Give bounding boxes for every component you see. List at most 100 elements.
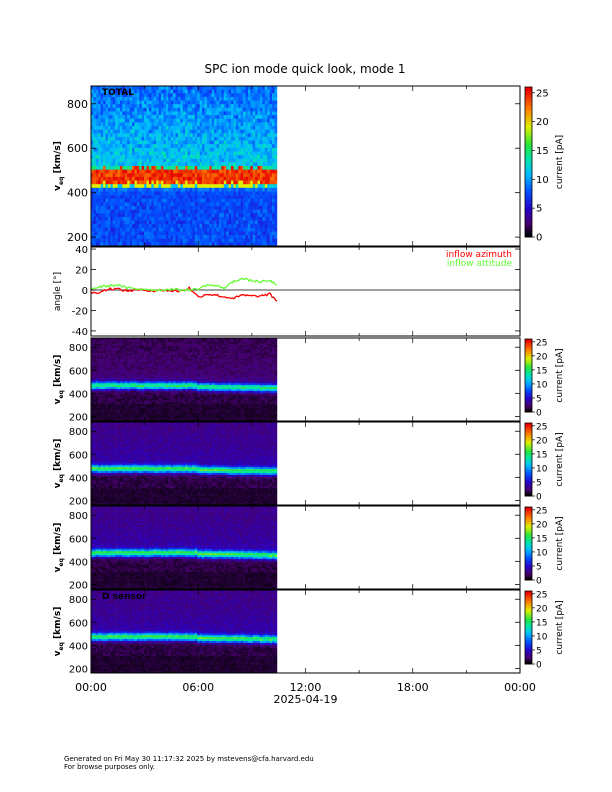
xtick-label: 00:00 <box>504 681 536 694</box>
panel-4-ytick-label: 800 <box>69 511 88 522</box>
colorbar-tick-label: 15 <box>536 618 547 628</box>
footer-browse-note: For browse purposes only. <box>64 763 155 771</box>
panel-0: 200 400 600 800 TOTAL veq [km/s] 0 5 10 15 20 25 cur… <box>53 85 565 247</box>
panel-0-name: TOTAL <box>102 88 134 98</box>
footer-generated: Generated on Fri May 30 11:17:32 2025 by… <box>64 755 314 763</box>
colorbar-tick-label: 15 <box>536 534 547 544</box>
colorbar-tick-label: 5 <box>536 394 542 404</box>
panel-1-ytick-label: 20 <box>75 266 88 277</box>
colorbar-tick-label: 25 <box>536 506 547 516</box>
colorbar-tick-label: 10 <box>536 464 548 474</box>
panel-2-colorbar: 0 5 10 15 20 25 current [pA] <box>524 338 565 419</box>
panel-1-frame <box>90 246 521 337</box>
panel-1-ylabel: angle [°] <box>53 272 63 311</box>
panel-0-ytick-label: 400 <box>67 187 88 200</box>
colorbar-tick-label: 20 <box>536 117 549 128</box>
panel-5-ytick-label: 200 <box>69 664 88 675</box>
panel-1-ytick-label: -20 <box>72 306 88 317</box>
colorbar-tick-label: 15 <box>536 146 549 157</box>
colorbar-tick-label: 10 <box>536 632 548 642</box>
colorbar-tick-label: 0 <box>536 661 542 671</box>
panel-0-heatmap <box>91 86 278 247</box>
panel-0-ylabel: veq [km/s] <box>53 141 65 191</box>
panel-3-ylabel: veq [km/s] <box>53 439 65 489</box>
panel-4-ytick-label: 600 <box>69 534 88 545</box>
colorbar-tick-label: 0 <box>536 409 542 419</box>
series-line-inflow-azimuth <box>90 286 278 302</box>
panel-4-ylabel: veq [km/s] <box>53 523 65 573</box>
panel-4-frame <box>90 505 521 590</box>
panel-3-ytick-label: 800 <box>69 427 88 438</box>
panel-1-ytick-label: 0 <box>82 286 88 297</box>
panel-2-ytick-label: 800 <box>69 343 88 354</box>
colorbar-tick-label: 10 <box>536 380 548 390</box>
panel-1-ytick-label: -40 <box>72 327 88 338</box>
colorbar-tick-label: 20 <box>536 436 548 446</box>
panel-4: 200 400 600 800 veq [km/s] 0 5 10 15 20 25 current … <box>53 505 565 591</box>
panel-2-ytick-label: 200 <box>69 412 88 423</box>
colorbar-tick-label: 5 <box>536 204 542 215</box>
figure-title: SPC ion mode quick look, mode 1 <box>205 62 406 76</box>
legend-entry: inflow attitude <box>447 259 513 269</box>
panel-2: 200 400 600 800 veq [km/s] 0 5 10 15 20 25 current … <box>53 337 565 423</box>
panel-0-colorbar: 0 5 10 15 20 25 current [pA] <box>524 86 565 244</box>
panel-3-ytick-label: 200 <box>69 496 88 507</box>
colorbar-tick-label: 15 <box>536 366 547 376</box>
colorbar-tick-label: 20 <box>536 520 548 530</box>
panel-3-ytick-label: 400 <box>69 473 88 484</box>
panel-2-ytick-label: 400 <box>69 389 88 400</box>
colorbar-label: current [pA] <box>555 348 565 402</box>
colorbar-tick-label: 20 <box>536 604 548 614</box>
panel-5-ylabel: veq [km/s] <box>53 607 65 657</box>
panel-2-heatmap <box>91 338 278 422</box>
xtick-label: 00:00 <box>75 681 107 694</box>
panel-1-ytick-label: 40 <box>75 245 88 256</box>
panel-0-ytick-label: 200 <box>67 231 88 244</box>
panel-5-name: D sensor <box>102 592 147 602</box>
panel-4-colorbar: 0 5 10 15 20 25 current [pA] <box>524 506 565 587</box>
panel-3-frame <box>90 421 521 506</box>
colorbar-tick-label: 25 <box>536 590 547 600</box>
colorbar-tick-label: 25 <box>536 338 547 348</box>
panel-5-frame <box>90 589 521 674</box>
panel-5: 200 400 600 800 D sensor veq [km/s] 0 5 10 15 20 25… <box>53 589 565 675</box>
colorbar-tick-label: 0 <box>536 233 542 244</box>
colorbar-tick-label: 10 <box>536 175 549 186</box>
colorbar-tick-label: 5 <box>536 478 542 488</box>
colorbar-tick-label: 5 <box>536 562 542 572</box>
panel-5-heatmap <box>91 590 278 674</box>
colorbar-label: current [pA] <box>555 516 565 570</box>
panel-3-colorbar: 0 5 10 15 20 25 current [pA] <box>524 422 565 503</box>
legend-entry: inflow azimuth <box>446 250 512 260</box>
colorbar-tick-label: 25 <box>536 88 549 99</box>
colorbar-tick-label: 20 <box>536 352 548 362</box>
panel-2-ylabel: veq [km/s] <box>53 355 65 405</box>
panel-4-ytick-label: 400 <box>69 557 88 568</box>
panel-5-ytick-label: 400 <box>69 641 88 652</box>
colorbar-tick-label: 5 <box>536 646 542 656</box>
colorbar-tick-label: 10 <box>536 548 548 558</box>
colorbar-tick-label: 25 <box>536 422 547 432</box>
panel-0-ytick-label: 600 <box>67 142 88 155</box>
colorbar-label: current [pA] <box>555 432 565 486</box>
panel-0-frame <box>90 85 521 247</box>
panel-3: 200 400 600 800 veq [km/s] 0 5 10 15 20 25 current … <box>53 421 565 507</box>
panel-5-ytick-label: 600 <box>69 618 88 629</box>
panel-2-ytick-label: 600 <box>69 366 88 377</box>
xtick-label: 18:00 <box>397 681 429 694</box>
panel-3-ytick-label: 600 <box>69 450 88 461</box>
colorbar-tick-label: 15 <box>536 450 547 460</box>
series-line-inflow-attitude <box>90 277 278 292</box>
panel-3-heatmap <box>91 422 278 506</box>
panel-5-ytick-label: 800 <box>69 595 88 606</box>
panel-4-heatmap <box>91 506 278 590</box>
panel-2-frame <box>90 337 521 422</box>
xtick-label: 12:00 <box>290 681 322 694</box>
colorbar-tick-label: 0 <box>536 493 542 503</box>
panel-4-ytick-label: 200 <box>69 580 88 591</box>
xaxis-label: 2025-04-19 <box>274 693 338 706</box>
panel-0-ytick-label: 800 <box>67 98 88 111</box>
